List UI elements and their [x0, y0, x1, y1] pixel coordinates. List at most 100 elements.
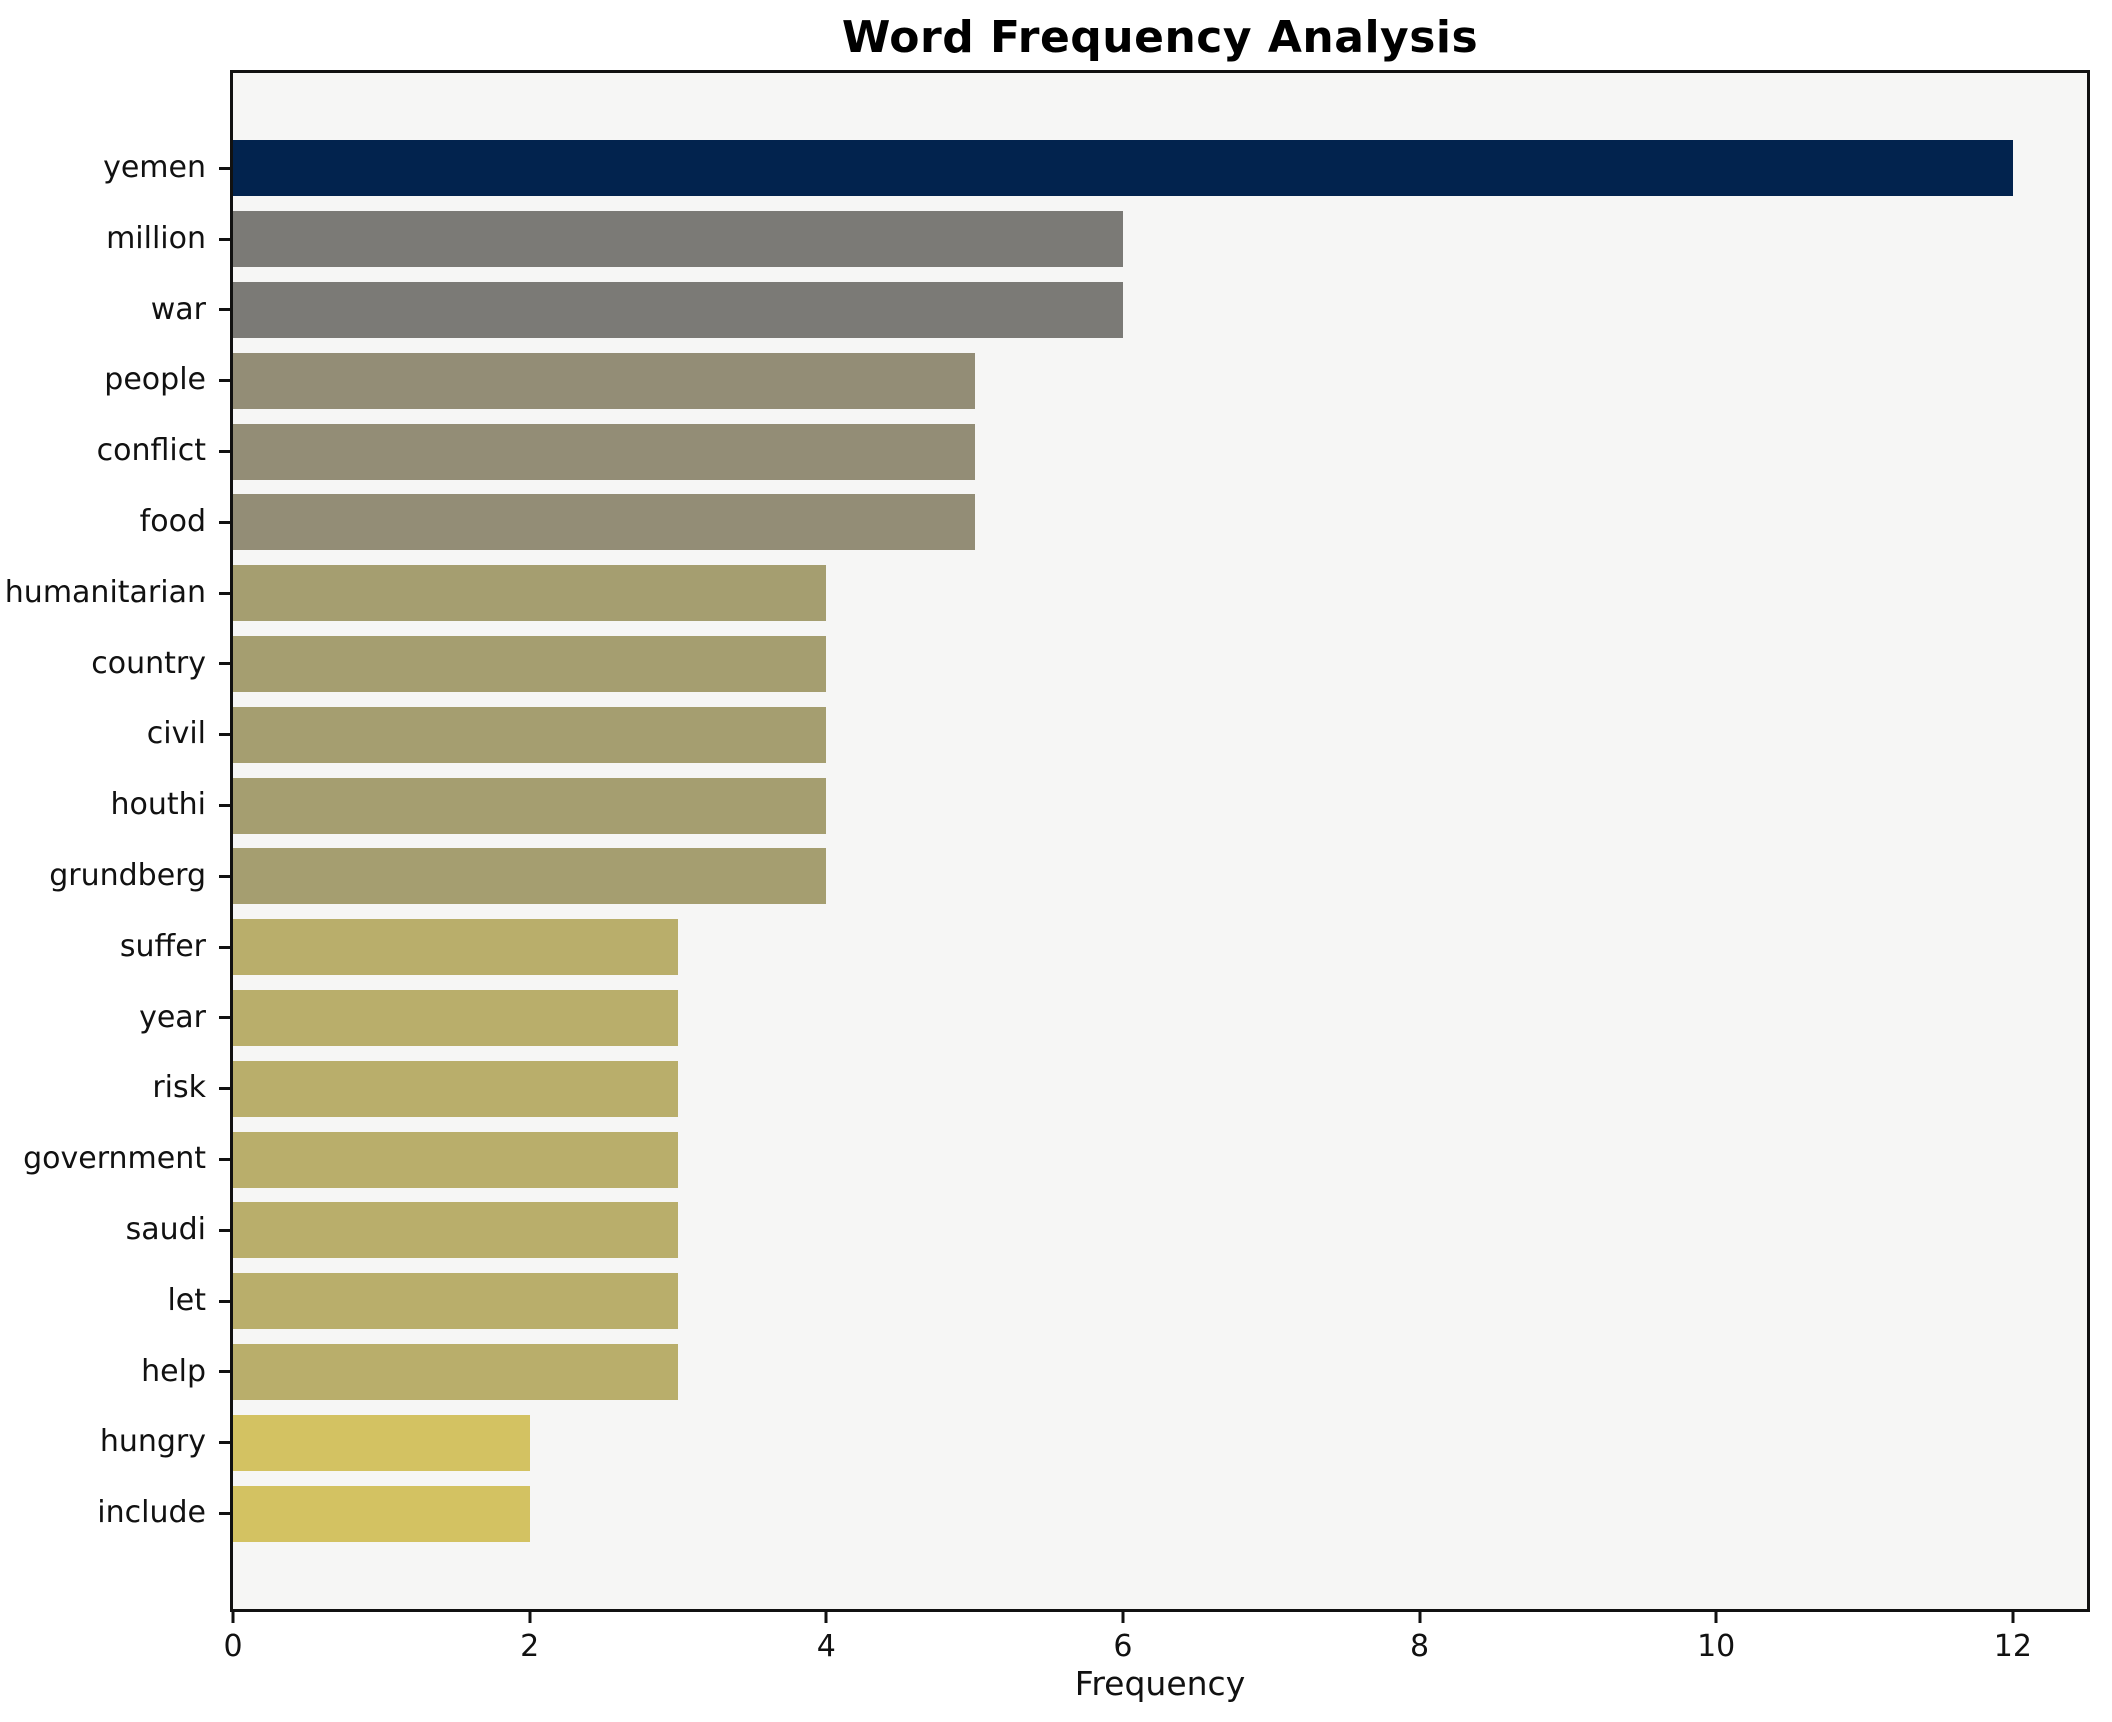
bar-risk: [233, 1060, 678, 1117]
bar-row-civil: civil: [147, 699, 2087, 770]
bar-food: [233, 494, 975, 551]
plot-area: yemen million war people conflict food humanit…: [5, 70, 2090, 1664]
y-tick-mark: [219, 1228, 230, 1232]
bar-grundberg: [233, 848, 827, 905]
y-tick-label-saudi: saudi: [125, 1211, 206, 1247]
bar-hungry: [233, 1414, 530, 1471]
x-axis-title: Frequency: [1074, 1664, 1246, 1703]
y-tick-label-humanitarian: humanitarian: [4, 574, 206, 610]
x-tick-mark: [1714, 1612, 1718, 1623]
bar-yemen: [233, 140, 2013, 197]
y-tick-mark: [219, 450, 230, 454]
y-tick-label-country: country: [91, 645, 206, 681]
y-tick-label-suffer: suffer: [119, 928, 206, 964]
y-tick-label-year: year: [139, 999, 206, 1035]
bar-houthi: [233, 777, 827, 834]
x-tick-label-8: 8: [1410, 1629, 1430, 1664]
x-tick-mark: [824, 1612, 828, 1623]
x-tick-mark: [1121, 1612, 1125, 1623]
y-tick-label-yemen: yemen: [103, 150, 206, 185]
y-tick-mark: [219, 520, 230, 524]
bar-row-food: food: [140, 487, 2087, 558]
bar-row-include: include: [97, 1478, 2087, 1549]
x-tick-mark: [2011, 1612, 2015, 1623]
y-tick-mark: [219, 1370, 230, 1374]
x-tick-label-12: 12: [1993, 1629, 2032, 1664]
y-tick-label-people: people: [104, 362, 206, 398]
bar-million: [233, 211, 1123, 268]
x-tick-label-4: 4: [816, 1629, 836, 1664]
bar-row-saudi: saudi: [126, 1195, 2087, 1266]
bar-row-hungry: hungry: [100, 1407, 2087, 1478]
y-tick-label-help: help: [141, 1353, 206, 1389]
y-tick-mark: [219, 379, 230, 383]
y-tick-label-government: government: [23, 1141, 206, 1177]
bar-rows: yemen million war people conflict food humanit…: [5, 73, 2087, 1609]
y-tick-mark: [219, 237, 230, 241]
y-tick-label-include: include: [97, 1495, 206, 1531]
bar-row-yemen: yemen: [103, 133, 2087, 204]
bar-row-million: million: [106, 204, 2087, 275]
x-tick-label-6: 6: [1113, 1629, 1133, 1664]
bar-row-war: war: [151, 275, 2087, 346]
bar-row-conflict: conflict: [97, 416, 2087, 487]
y-tick-label-risk: risk: [152, 1070, 206, 1106]
y-tick-label-houthi: houthi: [110, 787, 207, 823]
y-tick-mark: [219, 804, 230, 808]
y-tick-label-hungry: hungry: [99, 1424, 206, 1460]
bar-row-houthi: houthi: [111, 770, 2087, 841]
bar-row-country: country: [91, 629, 2087, 700]
y-tick-mark: [219, 591, 230, 595]
bar-civil: [233, 706, 827, 763]
y-tick-mark: [219, 945, 230, 949]
bar-row-year: year: [139, 983, 2087, 1054]
bar-government: [233, 1131, 678, 1188]
y-tick-label-war: war: [150, 291, 206, 327]
y-tick-label-million: million: [106, 220, 206, 256]
y-tick-mark: [219, 874, 230, 878]
bar-row-people: people: [104, 345, 2087, 416]
y-tick-mark: [219, 1299, 230, 1303]
bar-row-suffer: suffer: [120, 912, 2087, 983]
bar-include: [233, 1485, 530, 1542]
bar-country: [233, 635, 827, 692]
x-tick-mark: [231, 1612, 235, 1623]
bar-row-help: help: [141, 1337, 2087, 1408]
y-tick-label-conflict: conflict: [96, 433, 206, 469]
y-tick-mark: [219, 733, 230, 737]
bar-row-government: government: [23, 1124, 2087, 1195]
y-tick-mark: [219, 1158, 230, 1162]
y-tick-mark: [219, 1441, 230, 1445]
y-tick-mark: [219, 1512, 230, 1516]
y-tick-mark: [219, 166, 230, 170]
bar-row-risk: risk: [152, 1053, 2087, 1124]
x-tick-mark: [1418, 1612, 1422, 1623]
x-tick-mark: [528, 1612, 532, 1623]
bar-let: [233, 1273, 678, 1330]
y-tick-label-food: food: [139, 503, 206, 539]
y-tick-mark: [219, 308, 230, 312]
bar-humanitarian: [233, 565, 827, 622]
x-tick-label-0: 0: [223, 1629, 243, 1664]
chart-title: Word Frequency Analysis: [841, 12, 1479, 63]
bar-people: [233, 352, 975, 409]
x-tick-label-2: 2: [520, 1629, 540, 1664]
bar-suffer: [233, 919, 678, 976]
x-tick-label-10: 10: [1697, 1629, 1736, 1664]
x-axis-ticks: 0 2 4 6 8 10 12: [223, 73, 2087, 1664]
y-tick-mark: [219, 662, 230, 666]
y-tick-mark: [219, 1087, 230, 1091]
bar-war: [233, 281, 1123, 338]
y-tick-label-civil: civil: [146, 716, 206, 752]
bar-help: [233, 1343, 678, 1400]
bar-row-let: let: [167, 1266, 2087, 1337]
bar-row-grundberg: grundberg: [49, 841, 2087, 912]
y-tick-label-let: let: [167, 1282, 206, 1318]
y-tick-mark: [219, 1016, 230, 1020]
bar-year: [233, 989, 678, 1046]
y-tick-label-grundberg: grundberg: [49, 857, 206, 893]
bar-saudi: [233, 1202, 678, 1259]
bar-row-humanitarian: humanitarian: [5, 558, 2087, 629]
bar-conflict: [233, 423, 975, 480]
